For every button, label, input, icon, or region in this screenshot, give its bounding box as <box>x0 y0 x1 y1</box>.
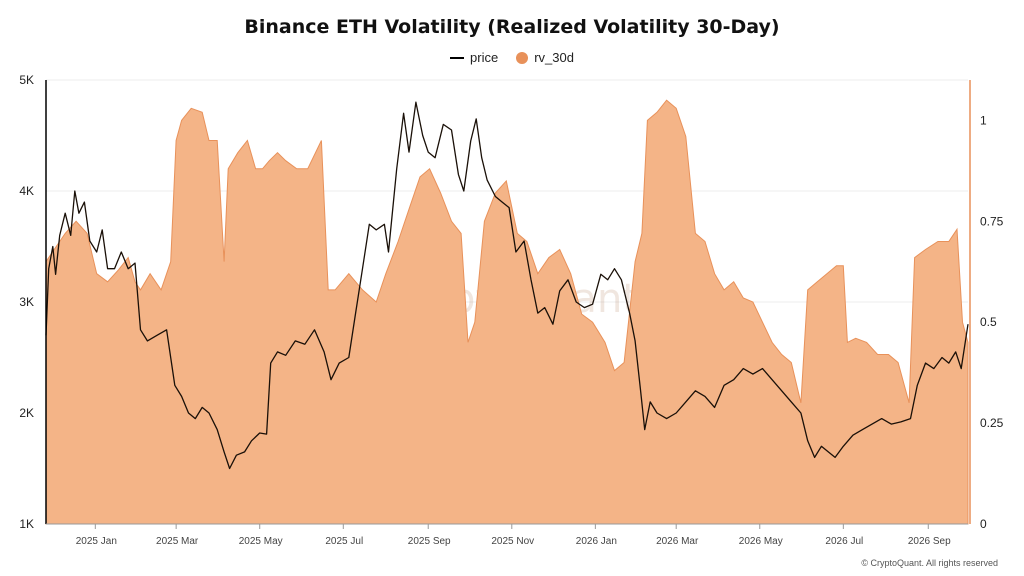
y-left-tick-label: 2K <box>19 406 34 420</box>
legend-line-icon <box>450 56 465 59</box>
x-tick-label: 2025 Nov <box>491 536 534 547</box>
legend-item-rv30d[interactable]: rv_30d <box>516 50 574 65</box>
y-left-tick-label: 5K <box>19 73 34 87</box>
price-line <box>45 101 969 470</box>
legend-dot-icon <box>516 51 529 64</box>
y-right-tick-label: 0.25 <box>980 416 1004 430</box>
y-left-tick-label: 1K <box>19 517 34 531</box>
chart-legend: price rv_30d <box>0 50 1024 65</box>
copyright-credit: © CryptoQuant. All rights reserved <box>861 558 998 568</box>
legend-label-rv30d: rv_30d <box>534 50 574 65</box>
x-tick-label: 2025 Mar <box>156 536 199 547</box>
y-left-tick-label: 4K <box>19 184 34 198</box>
x-tick-label: 2025 Jan <box>76 536 117 547</box>
y-right-tick-label: 0.5 <box>980 315 997 329</box>
x-tick-label: 2026 Sep <box>908 536 951 547</box>
x-tick-label: 2025 Jul <box>325 536 363 547</box>
y-right-tick-label: 0.75 <box>980 214 1004 228</box>
legend-item-price[interactable]: price <box>450 50 498 65</box>
y-right-tick-label: 1 <box>980 113 987 127</box>
chart-title: Binance ETH Volatility (Realized Volatil… <box>244 16 780 38</box>
x-tick-label: 2025 May <box>239 536 283 547</box>
legend-label-price: price <box>470 50 499 65</box>
x-tick-label: 2026 Jul <box>825 536 863 547</box>
y-right-tick-label: 0 <box>980 517 987 531</box>
rv30d-area <box>45 99 969 525</box>
x-tick-label: 2026 Jan <box>576 536 617 547</box>
x-tick-label: 2026 Mar <box>656 536 699 547</box>
y-left-tick-label: 3K <box>19 295 34 309</box>
x-tick-label: 2026 May <box>739 536 783 547</box>
x-tick-label: 2025 Sep <box>408 536 451 547</box>
